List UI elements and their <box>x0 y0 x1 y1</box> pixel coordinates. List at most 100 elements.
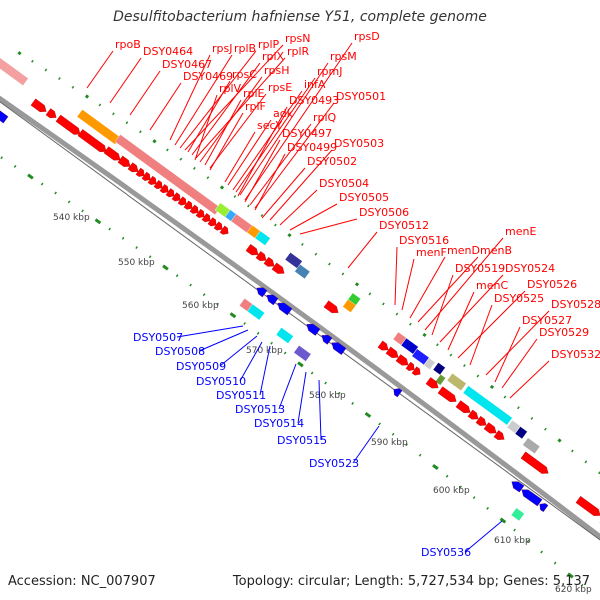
forward-gene-leader-line <box>394 246 398 306</box>
forward-gene-arrow <box>455 400 471 413</box>
forward-gene-label: rpsH <box>264 64 290 77</box>
forward-gene-arrow <box>201 213 211 223</box>
tick-mark-inner <box>67 200 71 204</box>
forward-gene-label: rpsJ <box>212 42 232 55</box>
forward-gene-arrow <box>141 171 151 181</box>
reverse-gene-leader-line <box>297 371 307 424</box>
tick-mark-inner <box>378 422 381 426</box>
reverse-gene-arrow <box>256 287 268 298</box>
tick-mark-inner <box>432 464 439 470</box>
forward-gene-leader-line <box>457 290 526 359</box>
forward-gene-leader-line <box>195 57 286 159</box>
gene-feature-bar <box>510 507 525 522</box>
forward-gene-arrow <box>153 179 163 190</box>
tick-mark-outer <box>219 185 225 190</box>
gene-feature-bar <box>293 345 312 362</box>
reverse-gene-leader-line <box>259 345 271 396</box>
forward-gene-leader-line <box>261 167 306 219</box>
tick-mark-outer <box>584 460 588 464</box>
kbp-label: 570 kbp <box>246 346 283 356</box>
forward-gene-arrow <box>213 221 223 231</box>
tick-mark-outer <box>557 438 562 443</box>
tick-mark-inner <box>243 322 246 326</box>
tick-mark-outer <box>193 166 196 170</box>
reverse-gene-leader-line <box>239 341 263 382</box>
tick-mark-outer <box>44 68 48 72</box>
tick-mark-inner <box>162 264 169 271</box>
forward-gene-arrow <box>411 366 421 376</box>
forward-gene-arrow <box>467 409 479 420</box>
kbp-label: 580 kbp <box>309 391 346 401</box>
tick-mark-outer <box>328 262 331 266</box>
tick-mark-inner <box>364 411 372 418</box>
tick-mark-outer <box>530 417 534 420</box>
kbp-label: 540 kbp <box>53 213 90 223</box>
forward-gene-arrow <box>195 208 205 218</box>
reverse-gene-arrow <box>539 503 549 513</box>
tick-mark-inner <box>283 351 287 355</box>
forward-gene-arrow <box>493 430 505 440</box>
forward-gene-leader-line <box>149 82 182 131</box>
reverse-gene-label: DSY0510 <box>196 375 246 388</box>
forward-gene-label: menF <box>416 246 447 259</box>
tick-mark-inner <box>445 474 449 478</box>
tick-mark-outer <box>517 406 520 410</box>
forward-gene-label: menD <box>447 244 480 257</box>
forward-gene-leader-line <box>249 123 312 206</box>
forward-gene-arrow <box>395 354 409 366</box>
forward-gene-leader-line <box>347 231 378 269</box>
gene-feature-bar <box>247 303 265 321</box>
forward-gene-leader-line <box>187 80 231 153</box>
forward-gene-label: DSY0502 <box>307 155 357 168</box>
forward-gene-leader-line <box>447 291 475 351</box>
forward-gene-label: rplF <box>245 100 266 113</box>
tick-mark-outer <box>166 148 169 152</box>
reverse-gene-label: DSY0536 <box>421 546 471 559</box>
forward-gene-leader-line <box>224 131 256 183</box>
reverse-gene-label: DSY0514 <box>254 417 304 430</box>
tick-mark-outer <box>179 157 183 161</box>
tick-mark-outer <box>260 214 264 217</box>
tick-mark-inner <box>256 331 260 335</box>
forward-gene-arrow <box>103 146 121 161</box>
forward-gene-arrow <box>377 340 389 351</box>
tick-mark-outer <box>571 449 574 453</box>
tick-mark-inner <box>337 391 341 395</box>
accession-text: Accession: NC_007907 <box>8 574 156 589</box>
forward-gene-label: DSY0528 <box>551 298 600 311</box>
gene-feature-bar <box>411 348 430 366</box>
tick-mark-inner <box>418 453 422 457</box>
forward-gene-label: rplR <box>287 45 310 58</box>
tick-mark-inner <box>13 164 17 168</box>
forward-gene-leader-line <box>299 218 358 235</box>
forward-gene-label: rplQ <box>313 111 337 124</box>
reverse-gene-label: DSY0507 <box>133 331 183 344</box>
tick-mark-inner <box>148 255 152 259</box>
reverse-gene-arrow <box>277 302 293 316</box>
gene-feature-bar <box>254 230 271 246</box>
tick-mark-inner <box>0 156 3 160</box>
forward-gene-arrow <box>245 244 259 256</box>
forward-gene-leader-line <box>204 99 242 166</box>
forward-gene-label: rplX <box>262 50 285 63</box>
forward-gene-arrow <box>117 155 131 167</box>
tick-mark-outer <box>436 343 439 347</box>
forward-gene-label: DSY0467 <box>162 58 212 71</box>
reverse-gene-leader-line <box>219 335 258 367</box>
forward-gene-arrow <box>177 196 187 206</box>
forward-gene-label: DSY0497 <box>282 127 332 140</box>
forward-gene-leader-line <box>239 62 329 196</box>
tick-mark-outer <box>31 59 34 63</box>
tick-mark-inner <box>499 517 507 524</box>
kbp-label: 550 kbp <box>118 258 155 268</box>
forward-gene-arrow <box>437 386 457 402</box>
tick-mark-outer <box>17 51 22 56</box>
forward-gene-leader-line <box>174 54 233 146</box>
gene-feature-bar <box>522 437 541 455</box>
forward-gene-leader-line <box>244 139 281 203</box>
forward-gene-leader-line <box>109 57 142 104</box>
forward-gene-arrow <box>219 225 229 235</box>
kbp-label: 590 kbp <box>371 438 408 448</box>
forward-gene-arrow <box>483 422 497 434</box>
